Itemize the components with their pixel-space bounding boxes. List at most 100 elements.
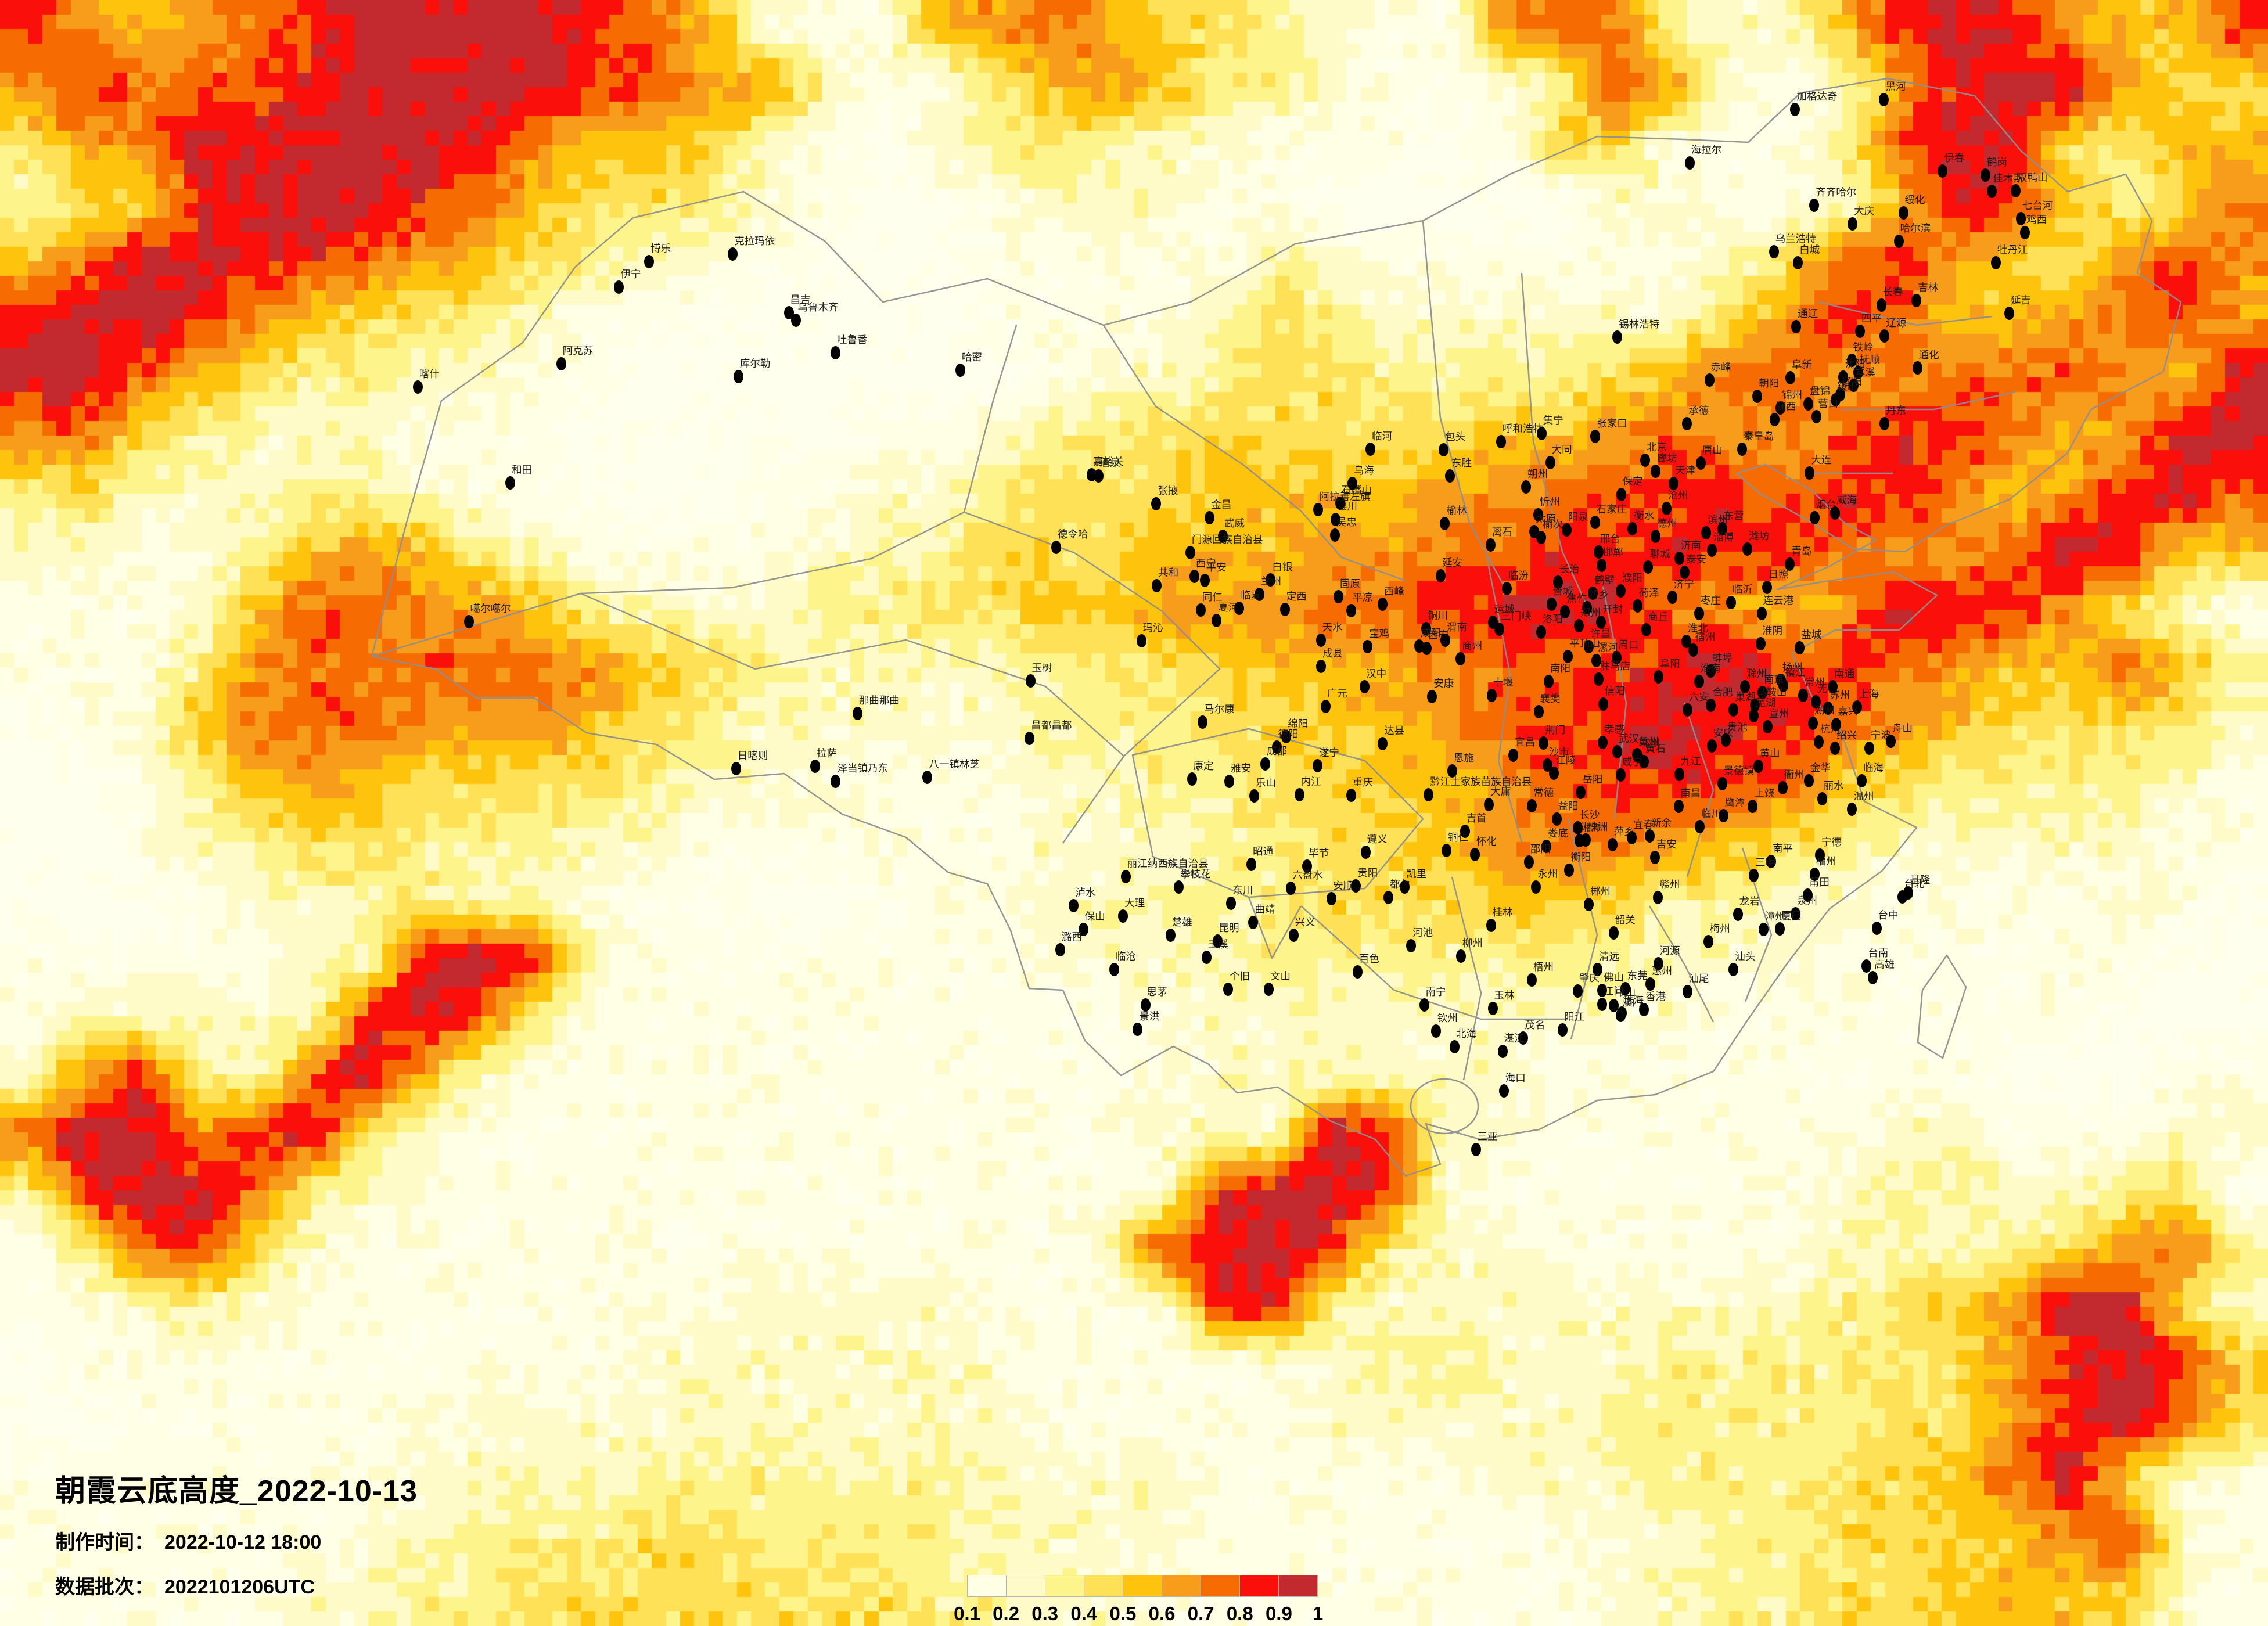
city-dot-icon: [1598, 697, 1608, 711]
city-dot-icon: [791, 313, 801, 327]
city-dot-icon: [1876, 298, 1886, 312]
city-dot-icon: [1234, 602, 1245, 616]
city-dot-icon: [1205, 511, 1215, 525]
city-label: 景德镇: [1723, 765, 1755, 777]
city-dot-icon: [1140, 998, 1151, 1012]
city-label: 大庆: [1854, 204, 1875, 217]
data-batch-label: 数据批次：: [55, 1576, 154, 1598]
city-label: 驻马店: [1600, 660, 1631, 672]
city-label: 临海: [1863, 762, 1884, 774]
city-dot-icon: [1762, 720, 1773, 734]
city-dot-icon: [1536, 426, 1547, 440]
city-dot-icon: [1563, 650, 1573, 664]
city-label: 德令哈: [1057, 528, 1088, 540]
city-dot-icon: [1903, 886, 1914, 900]
city-dot-icon: [1828, 679, 1838, 693]
city-dot-icon: [1830, 506, 1841, 520]
city-dot-icon: [2015, 211, 2026, 225]
city-dot-icon: [1486, 689, 1497, 703]
city-label: 白银: [1272, 560, 1293, 573]
city-label: 黄石: [1645, 743, 1666, 755]
colorbar-swatch: [1240, 1575, 1279, 1596]
city-dot-icon: [1695, 456, 1706, 470]
city-dot-icon: [1704, 373, 1715, 387]
city-label: 赣州: [1659, 879, 1680, 891]
city-dot-icon: [1460, 824, 1470, 838]
city-label: 荆门: [1545, 724, 1566, 736]
city-dot-icon: [1120, 869, 1131, 883]
city-dot-icon: [1378, 737, 1388, 751]
colorbar-swatch: [1201, 1575, 1240, 1596]
city-label: 江门: [1603, 985, 1624, 997]
city-label: 郴州: [1590, 885, 1611, 897]
city-label: 廊坊: [1656, 452, 1677, 465]
city-dot-icon: [1879, 417, 1890, 431]
colorbar-tick-label: 0.7: [1187, 1603, 1214, 1624]
city-label: 盘锦: [1809, 384, 1830, 397]
city-dot-icon: [1597, 997, 1607, 1011]
city-label: 鞍山: [1836, 381, 1857, 393]
city-dot-icon: [1541, 840, 1551, 854]
city-label: 淮阴: [1762, 625, 1783, 637]
city-label: 香港: [1645, 991, 1666, 1003]
city-dot-icon: [1852, 700, 1863, 714]
city-label: 长春: [1882, 286, 1903, 298]
city-dot-icon: [1195, 603, 1206, 617]
city-dot-icon: [1564, 864, 1575, 877]
city-dot-icon: [1847, 802, 1857, 816]
city-label: 泸水: [1075, 887, 1096, 899]
city-dot-icon: [1447, 764, 1458, 778]
city-dot-icon: [1632, 599, 1642, 613]
city-dot-icon: [1898, 206, 1908, 220]
city-label: 大同: [1551, 443, 1572, 455]
city-label: 常州: [1804, 677, 1825, 689]
city-dot-icon: [1279, 603, 1290, 617]
city-dot-icon: [1406, 939, 1417, 953]
city-dot-icon: [1616, 488, 1626, 502]
city-dot-icon: [1684, 156, 1695, 170]
colorbar-swatch: [1084, 1575, 1123, 1596]
city-dot-icon: [1346, 788, 1357, 802]
city-label: 阜新: [1791, 359, 1812, 371]
city-dot-icon: [1718, 808, 1728, 822]
city-dot-icon: [1347, 477, 1357, 491]
city-dot-icon: [1351, 879, 1361, 893]
city-dot-icon: [1313, 502, 1323, 516]
city-label: 六安: [1688, 691, 1709, 703]
city-dot-icon: [1616, 1009, 1626, 1023]
city-label: 开封: [1602, 603, 1623, 616]
city-dot-icon: [1527, 973, 1537, 987]
city-label: 锡林浩特: [1619, 318, 1660, 330]
city-label: 西宁: [1195, 557, 1216, 569]
city-dot-icon: [1748, 800, 1758, 814]
city-label: 梧州: [1533, 961, 1554, 973]
city-label: 三明: [1755, 856, 1776, 868]
city-label: 金华: [1810, 761, 1831, 774]
city-label: 沙市: [1548, 746, 1569, 758]
city-label: 邯郸: [1602, 546, 1623, 559]
city-dot-icon: [1315, 634, 1326, 647]
city-label: 遵义: [1367, 833, 1388, 845]
city-dot-icon: [1753, 760, 1763, 774]
production-time-line: 制作时间： 2022-10-12 18:00: [55, 1526, 418, 1555]
city-dot-icon: [1185, 546, 1195, 560]
city-label: 恩施: [1454, 751, 1475, 764]
city-dot-icon: [1868, 970, 1878, 984]
city-dot-icon: [1981, 168, 1991, 182]
city-dot-icon: [1521, 480, 1532, 494]
city-label: 渭南: [1446, 621, 1467, 633]
city-dot-icon: [1383, 890, 1394, 904]
city-dot-icon: [1861, 959, 1872, 973]
city-dot-icon: [1669, 476, 1679, 490]
city-dot-icon: [1706, 699, 1716, 713]
city-dot-icon: [1118, 909, 1128, 923]
city-label: 衡水: [1634, 509, 1655, 521]
city-label: 韶关: [1615, 914, 1636, 926]
city-dot-icon: [1596, 616, 1606, 629]
city-dot-icon: [1078, 923, 1088, 936]
city-label: 吉安: [1656, 839, 1677, 851]
city-dot-icon: [1682, 703, 1692, 717]
city-dot-icon: [1494, 623, 1505, 636]
city-label: 盐城: [1801, 629, 1822, 641]
